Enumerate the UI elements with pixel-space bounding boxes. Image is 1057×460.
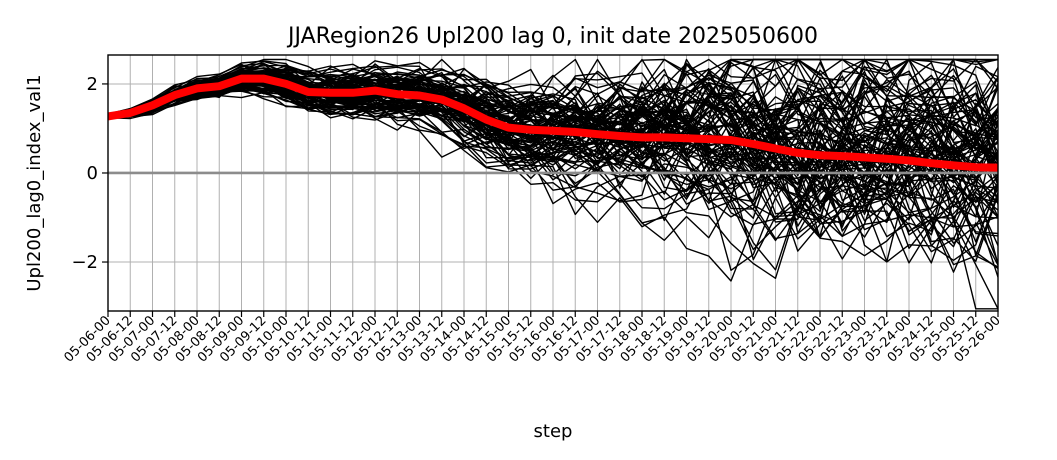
ensemble-member-line (108, 70, 998, 179)
y-axis: −2 0 2 (71, 74, 108, 273)
x-axis-label: step (534, 421, 573, 442)
ensemble-member-line (108, 58, 998, 164)
y-tick-label: −2 (71, 252, 98, 273)
y-tick-label: 2 (87, 74, 98, 95)
chart-title: JJARegion26 Upl200 lag 0, init date 2025… (286, 24, 818, 49)
ensemble-member-line (108, 58, 998, 166)
ensemble-member-line (108, 71, 998, 221)
mean-series-line (108, 74, 998, 172)
ensemble-member-line (108, 58, 998, 174)
y-tick-label: 0 (87, 163, 98, 184)
ensemble-member-line (108, 62, 998, 188)
mean-series (108, 74, 998, 172)
y-axis-label: Upl200_lag0_index_val1 (24, 74, 45, 291)
ensemble-member-line (108, 67, 998, 242)
ensemble-member-line (108, 82, 998, 265)
ensemble-member-line (108, 58, 998, 186)
